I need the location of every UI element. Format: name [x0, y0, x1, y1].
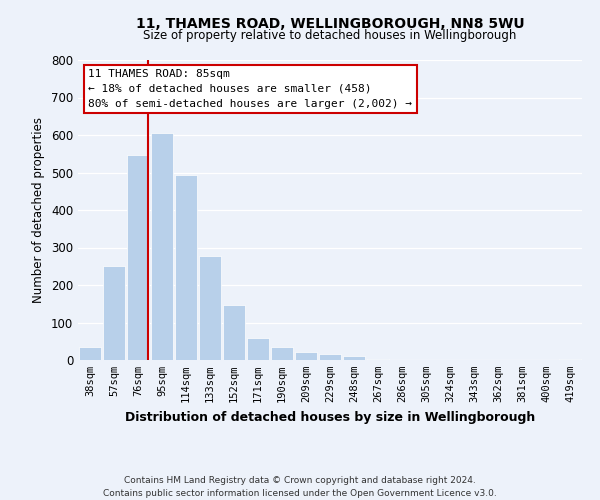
Bar: [559, 359, 581, 360]
Bar: [175, 175, 197, 360]
X-axis label: Distribution of detached houses by size in Wellingborough: Distribution of detached houses by size …: [125, 410, 535, 424]
Bar: [199, 256, 221, 360]
Bar: [151, 133, 173, 360]
Bar: [79, 347, 101, 360]
Bar: [295, 352, 317, 360]
Bar: [319, 354, 341, 360]
Text: Contains HM Land Registry data © Crown copyright and database right 2024.
Contai: Contains HM Land Registry data © Crown c…: [103, 476, 497, 498]
Bar: [103, 266, 125, 360]
Bar: [127, 154, 149, 360]
Text: 11, THAMES ROAD, WELLINGBOROUGH, NN8 5WU: 11, THAMES ROAD, WELLINGBOROUGH, NN8 5WU: [136, 18, 524, 32]
Bar: [343, 356, 365, 360]
Bar: [271, 347, 293, 360]
Y-axis label: Number of detached properties: Number of detached properties: [32, 117, 46, 303]
Text: Size of property relative to detached houses in Wellingborough: Size of property relative to detached ho…: [143, 28, 517, 42]
Bar: [247, 338, 269, 360]
Bar: [223, 304, 245, 360]
Bar: [367, 359, 389, 360]
Text: 11 THAMES ROAD: 85sqm
← 18% of detached houses are smaller (458)
80% of semi-det: 11 THAMES ROAD: 85sqm ← 18% of detached …: [88, 69, 412, 108]
